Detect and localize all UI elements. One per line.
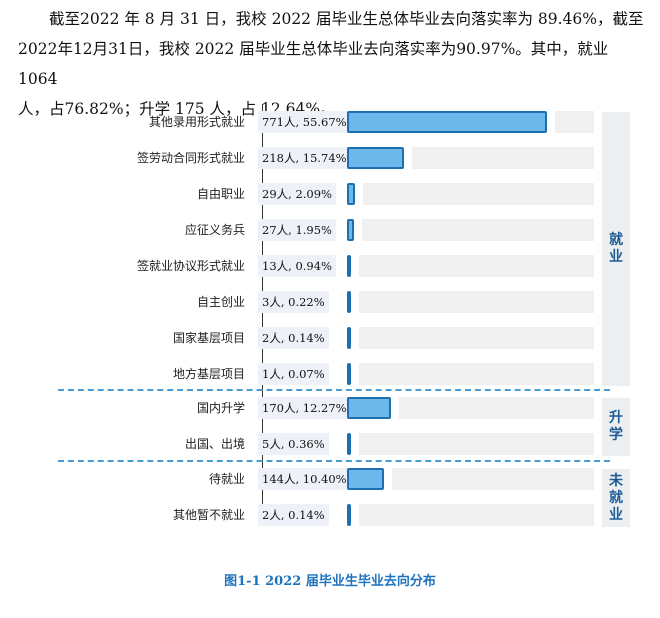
data-label: 771人, 55.67%	[258, 111, 351, 133]
group-char: 业	[609, 249, 623, 265]
bar-track	[411, 147, 594, 169]
data-label: 29人, 2.09%	[258, 183, 336, 205]
bar	[347, 504, 351, 526]
data-label: 218人, 15.74%	[258, 147, 351, 169]
bar-track	[359, 363, 594, 385]
chart-row: 国家基层项目 2人, 0.14%	[0, 324, 660, 352]
group-char: 学	[609, 427, 623, 443]
paragraph-line-1: 截至2022 年 8 月 31 日，我校 2022 届毕业生总体毕业去向落实率为…	[49, 10, 644, 28]
group-char: 未	[609, 472, 623, 489]
destination-bar-chart: 其他录用形式就业 771人, 55.67% 签劳动合同形式就业 218人, 15.74…	[0, 96, 660, 566]
bar	[347, 397, 392, 419]
bar-track	[359, 255, 594, 277]
bar-track	[362, 219, 594, 241]
bar-track	[392, 468, 594, 490]
category-label: 签劳动合同形式就业	[136, 151, 245, 165]
bar	[347, 468, 385, 490]
paragraph-line-3: 人，占76.82%；升学 175 人，占 12.64%。	[18, 100, 336, 118]
chart-axis-line	[262, 104, 263, 524]
category-label: 国家基层项目	[172, 331, 245, 345]
group-divider	[58, 389, 610, 391]
group-char: 就	[609, 489, 623, 506]
bar	[347, 327, 351, 349]
category-label: 国内升学	[196, 401, 245, 415]
category-label: 应征义务兵	[184, 223, 245, 237]
bar	[347, 433, 351, 455]
category-label: 其他暂不就业	[172, 508, 245, 522]
data-label: 13人, 0.94%	[258, 255, 336, 277]
group-label: 未就业	[602, 469, 630, 527]
data-label: 5人, 0.36%	[258, 433, 329, 455]
bar-track	[362, 183, 594, 205]
data-label: 2人, 0.14%	[258, 327, 329, 349]
chart-row: 自主创业 3人, 0.22%	[0, 288, 660, 316]
bar	[347, 147, 404, 169]
group-char: 就	[609, 232, 623, 248]
group-label: 就业	[602, 112, 630, 386]
chart-row: 签就业协议形式就业 13人, 0.94%	[0, 252, 660, 280]
bar	[347, 363, 351, 385]
data-label: 144人, 10.40%	[258, 468, 351, 490]
bar-track	[359, 433, 594, 455]
chart-row: 应征义务兵 27人, 1.95%	[0, 216, 660, 244]
data-label: 27人, 1.95%	[258, 219, 336, 241]
data-label: 3人, 0.22%	[258, 291, 329, 313]
chart-row: 签劳动合同形式就业 218人, 15.74%	[0, 144, 660, 172]
bar-track	[359, 504, 594, 526]
category-label: 自主创业	[196, 295, 245, 309]
intro-paragraph: 截至2022 年 8 月 31 日，我校 2022 届毕业生总体毕业去向落实率为…	[18, 4, 646, 124]
category-label: 待就业	[208, 472, 245, 486]
bar-track	[359, 327, 594, 349]
category-label: 出国、出境	[184, 437, 245, 451]
group-char: 业	[609, 506, 623, 523]
bar	[347, 219, 354, 241]
category-label: 地方基层项目	[172, 367, 245, 381]
chart-row: 待就业 144人, 10.40%	[0, 465, 660, 493]
chart-row: 出国、出境 5人, 0.36%	[0, 430, 660, 458]
bar-track	[359, 291, 594, 313]
category-label: 其他录用形式就业	[148, 115, 245, 129]
category-label: 自由职业	[196, 187, 245, 201]
figure-caption: 图1-1 2022 届毕业生毕业去向分布	[224, 574, 436, 589]
group-divider	[58, 460, 610, 462]
bar	[347, 183, 355, 205]
bar-track	[555, 111, 594, 133]
group-label: 升学	[602, 398, 630, 456]
bar-track	[399, 397, 594, 419]
bar	[347, 291, 351, 313]
data-label: 2人, 0.14%	[258, 504, 329, 526]
group-char: 升	[609, 410, 623, 426]
paragraph-line-2: 2022年12月31日，我校 2022 届毕业生总体毕业去向落实率为90.97%…	[18, 40, 609, 88]
data-label: 170人, 12.27%	[258, 397, 351, 419]
chart-row: 其他录用形式就业 771人, 55.67%	[0, 108, 660, 136]
data-label: 1人, 0.07%	[258, 363, 329, 385]
chart-row: 自由职业 29人, 2.09%	[0, 180, 660, 208]
chart-row: 国内升学 170人, 12.27%	[0, 394, 660, 422]
chart-row: 地方基层项目 1人, 0.07%	[0, 360, 660, 388]
chart-row: 其他暂不就业 2人, 0.14%	[0, 501, 660, 529]
bar	[347, 111, 547, 133]
category-label: 签就业协议形式就业	[136, 259, 245, 273]
bar	[347, 255, 351, 277]
